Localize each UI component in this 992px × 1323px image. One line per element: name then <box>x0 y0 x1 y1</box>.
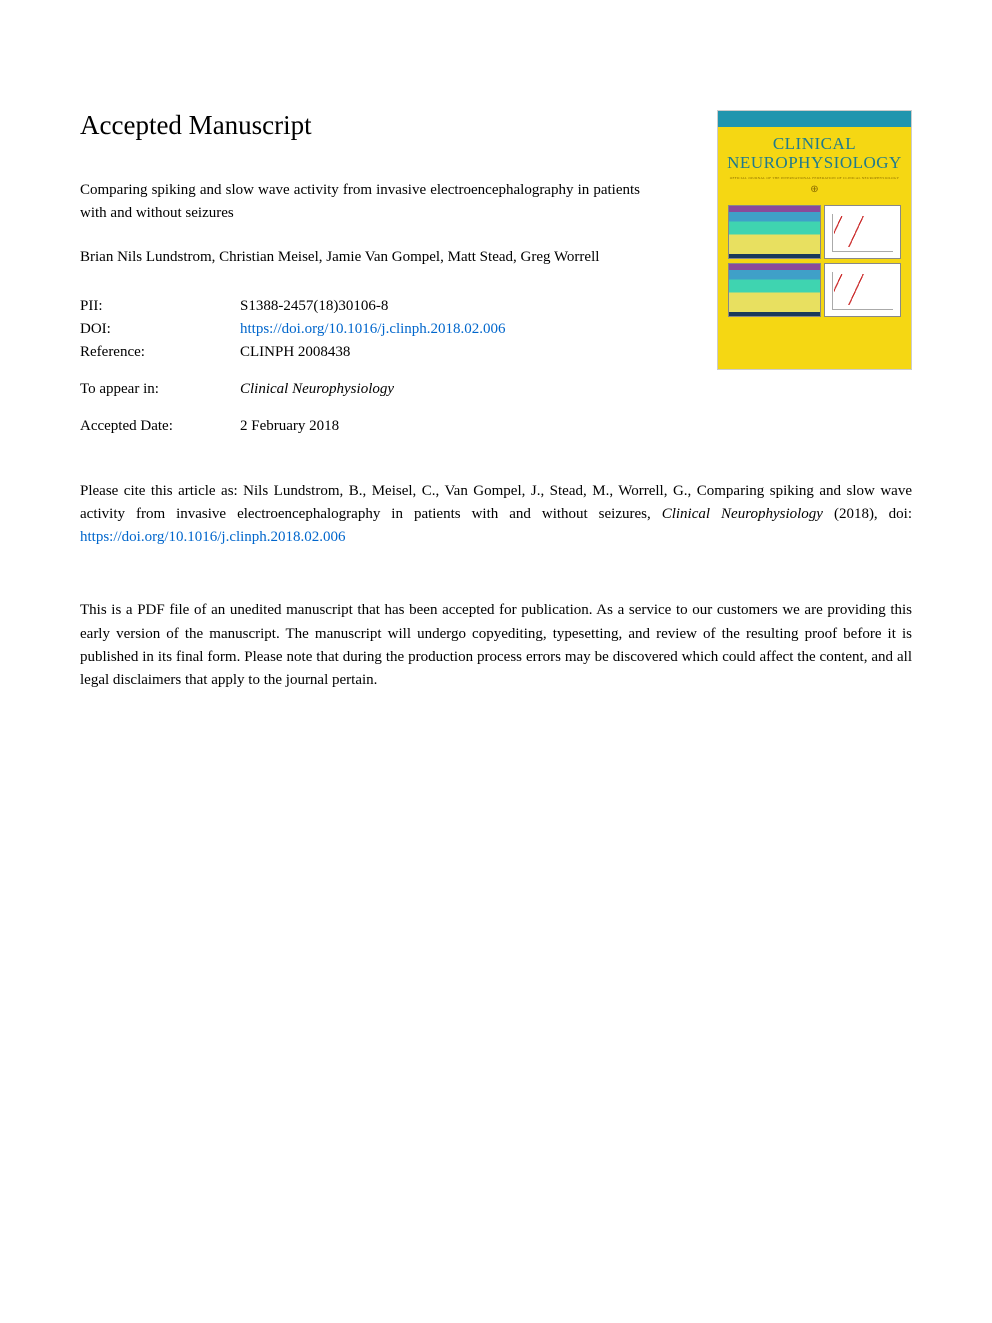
citation-text: Please cite this article as: Nils Lundst… <box>80 480 912 550</box>
citation-journal: Clinical Neurophysiology <box>662 506 823 522</box>
accepted-date-label: Accepted Date: <box>80 415 240 438</box>
metadata-table: PII: S1388-2457(18)30106-8 DOI: https://… <box>80 295 506 438</box>
cover-logo-icon: ⊕ <box>722 184 907 195</box>
reference-label: Reference: <box>80 341 240 364</box>
pii-value: S1388-2457(18)30106-8 <box>240 295 506 318</box>
reference-value: CLINPH 2008438 <box>240 341 506 364</box>
cover-spectrogram-1 <box>728 205 821 259</box>
pii-label: PII: <box>80 295 240 318</box>
appear-in-value: Clinical Neurophysiology <box>240 378 506 401</box>
cover-spectrogram-2 <box>728 263 821 317</box>
cover-figure-grid <box>728 205 901 317</box>
appear-in-label: To appear in: <box>80 378 240 401</box>
doi-label: DOI: <box>80 318 240 341</box>
journal-cover-thumbnail: CLINICAL NEUROPHYSIOLOGY OFFICIAL JOURNA… <box>717 110 912 370</box>
cover-plot-1 <box>824 205 901 259</box>
doi-link[interactable]: https://doi.org/10.1016/j.clinph.2018.02… <box>240 321 506 337</box>
cover-plot-2 <box>824 263 901 317</box>
disclaimer-text: This is a PDF file of an unedited manusc… <box>80 599 912 692</box>
cover-journal-line2: NEUROPHYSIOLOGY <box>727 153 902 172</box>
page-heading: Accepted Manuscript <box>80 110 640 141</box>
article-authors: Brian Nils Lundstrom, Christian Meisel, … <box>80 246 640 269</box>
citation-doi-link[interactable]: https://doi.org/10.1016/j.clinph.2018.02… <box>80 529 346 545</box>
citation-year: (2018), doi: <box>823 506 912 522</box>
article-title: Comparing spiking and slow wave activity… <box>80 179 640 224</box>
accepted-date-value: 2 February 2018 <box>240 415 506 438</box>
cover-subtitle: OFFICIAL JOURNAL OF THE INTERNATIONAL FE… <box>722 176 907 180</box>
cover-journal-line1: CLINICAL <box>773 134 856 153</box>
